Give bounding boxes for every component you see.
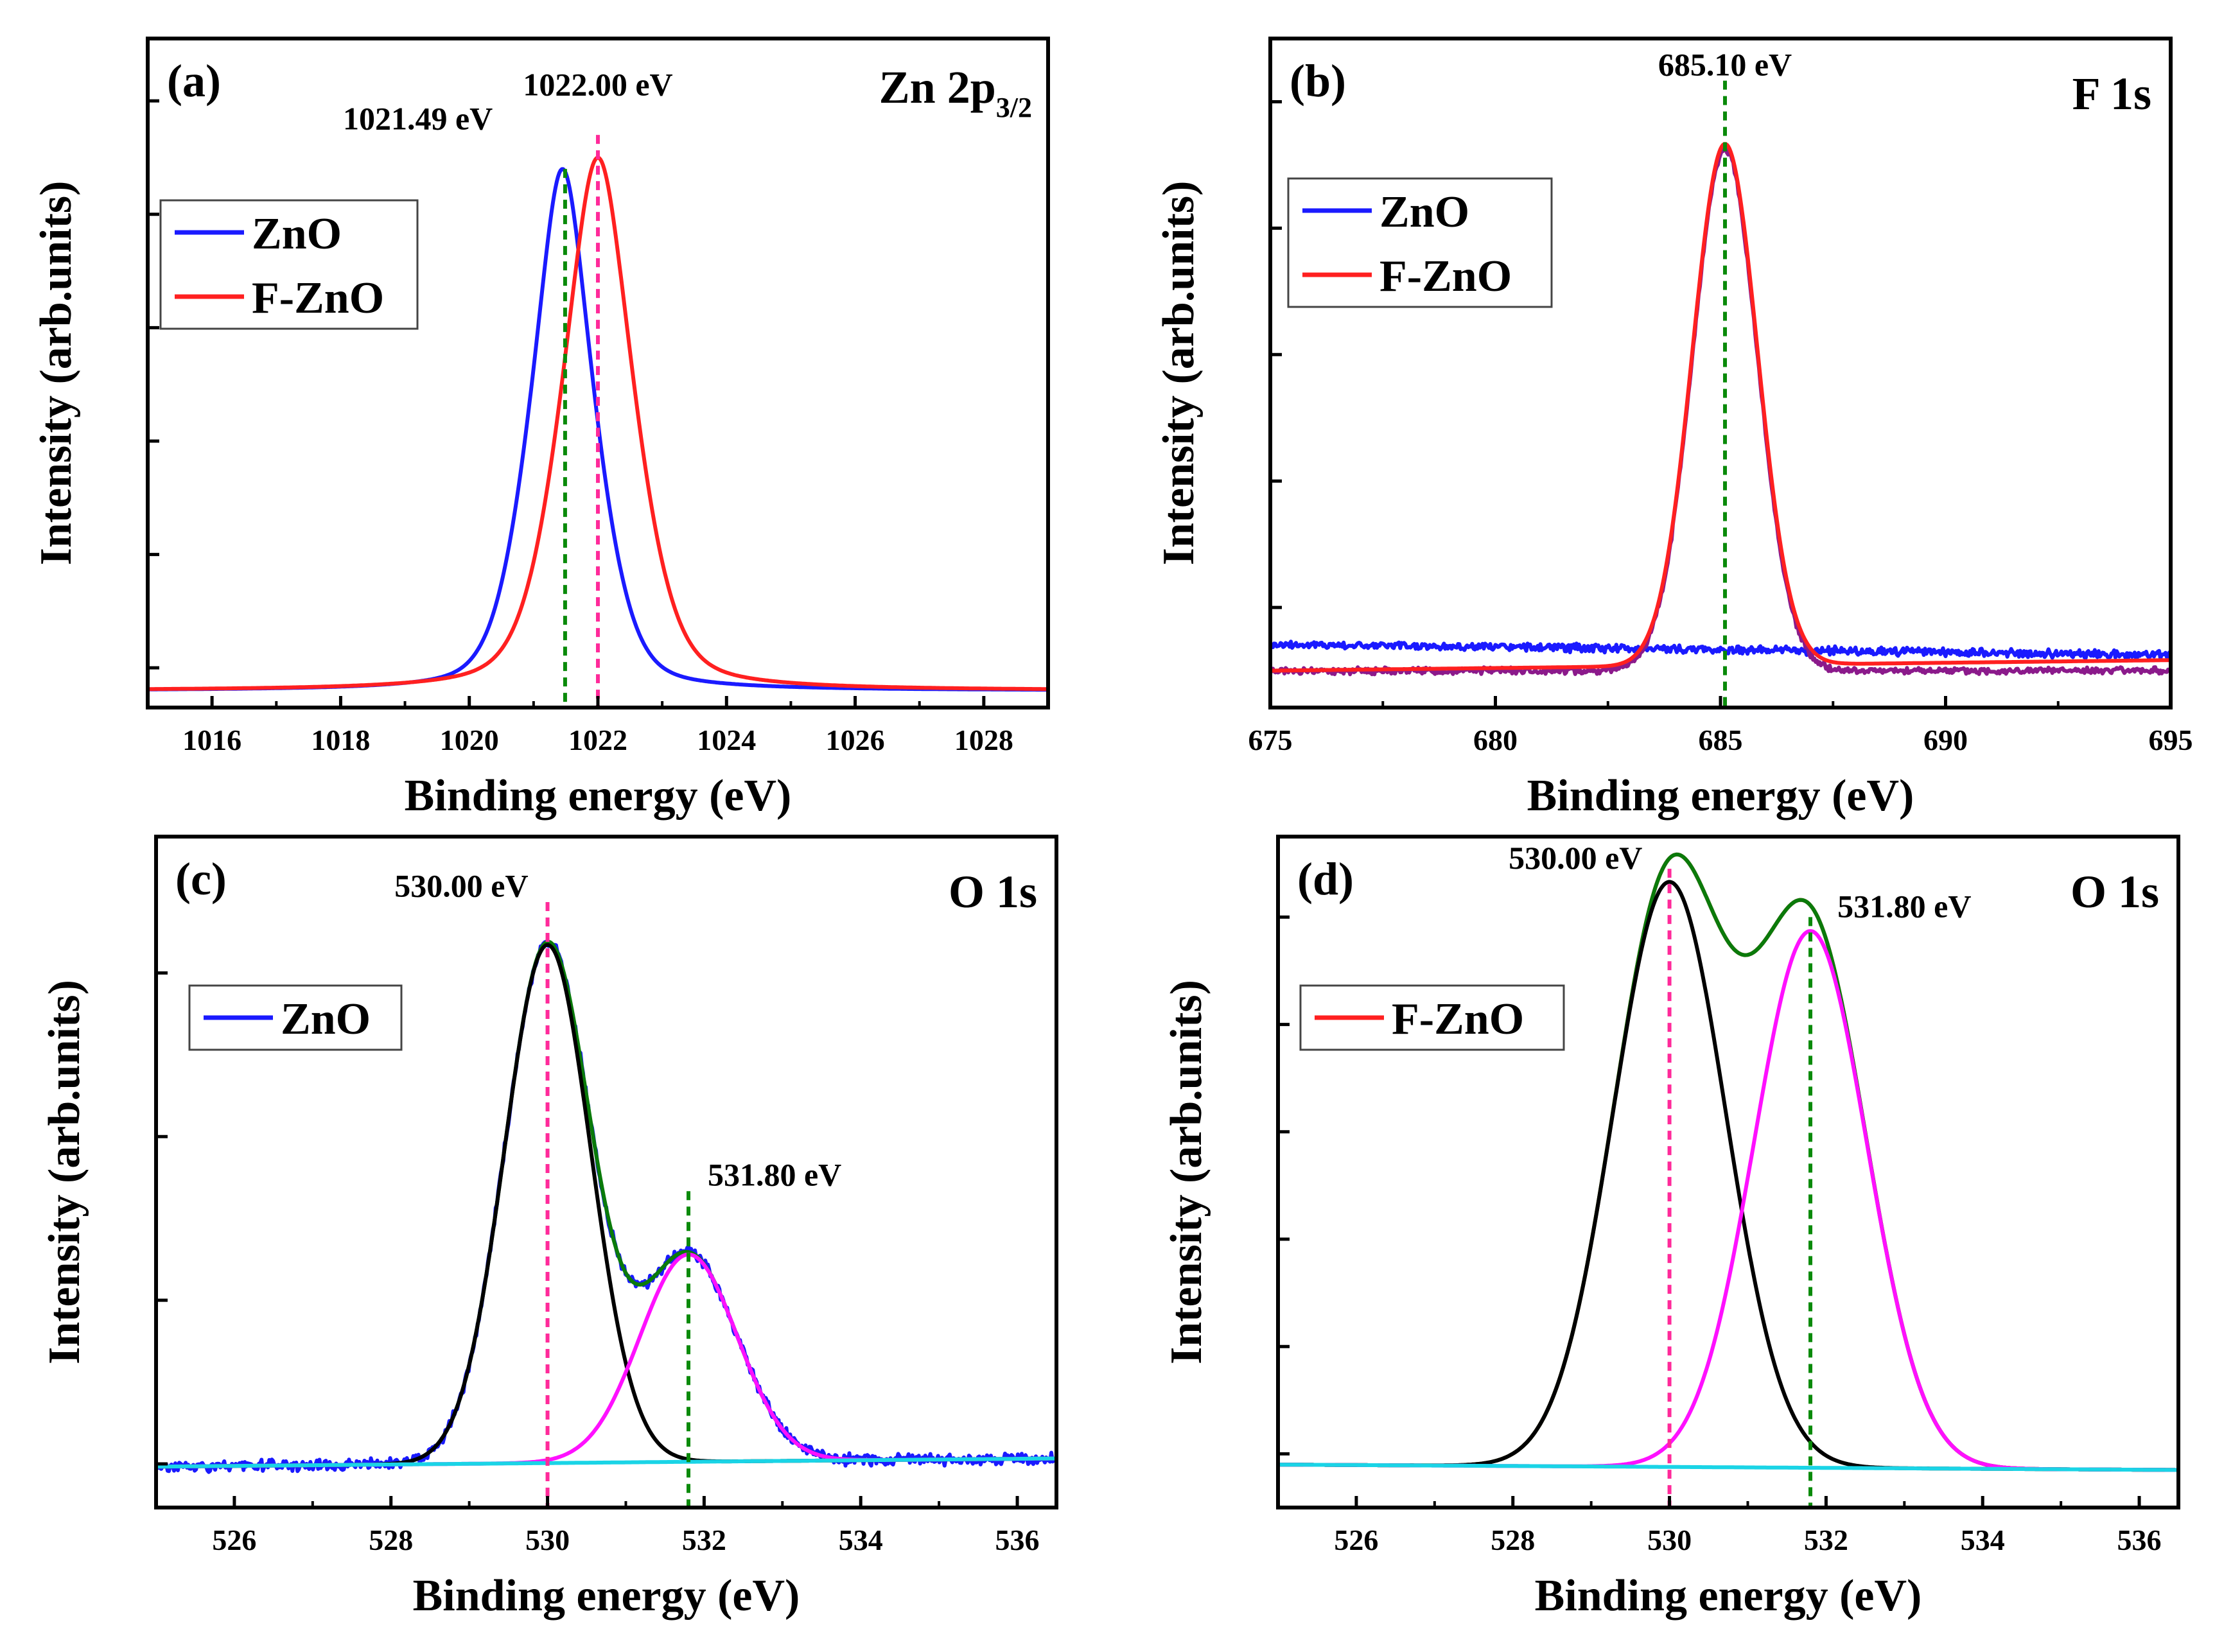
element-label-main: F 1s [2072, 68, 2151, 119]
legend: ZnO F-ZnO [1287, 177, 1553, 308]
series-zno [1268, 639, 2173, 661]
x-axis-title: Binding energy (eV) [405, 771, 792, 821]
x-tick-label: 695 [2149, 724, 2193, 756]
legend: F-ZnO [1299, 984, 1565, 1051]
x-axis: 675 680 685 690 695 [1248, 696, 2193, 756]
legend-box [159, 199, 419, 330]
x-tick-label: 532 [1804, 1524, 1848, 1556]
peak-annotation: 1021.49 eV [343, 100, 493, 136]
plot-frame [154, 835, 1058, 1509]
series-f-zno-raw [1277, 852, 2179, 1472]
y-axis [148, 99, 159, 670]
x-tick-label: 528 [1491, 1524, 1535, 1556]
panel-label: (d) [1297, 853, 1354, 905]
x-tick-label: 528 [369, 1524, 413, 1556]
element-label-main: Zn 2p [879, 62, 996, 113]
y-axis-title: Intensity (arb.units) [40, 980, 89, 1364]
legend: ZnO [188, 984, 403, 1051]
x-tick-label: 536 [995, 1524, 1040, 1556]
legend-box [1287, 177, 1553, 308]
series-envelope [1277, 852, 2179, 1472]
legend-box [1299, 984, 1565, 1051]
peak-annotation: 1022.00 eV [523, 66, 672, 102]
x-tick-label: 1020 [440, 724, 499, 756]
series-lattice-o [1277, 880, 2179, 1472]
legend-label: ZnO [281, 995, 371, 1044]
panel-c: 526 528 530 532 534 536 Binding energy (eV) Int… [40, 835, 1058, 1621]
x-axis-title: Binding energy (eV) [1527, 771, 1914, 821]
x-tick-label: 685 [1699, 724, 1743, 756]
element-label: Zn 2p3/2 [879, 62, 1032, 123]
series-oxygen-vacancy [155, 1252, 1057, 1469]
x-axis-title: Binding energy (eV) [413, 1571, 800, 1621]
legend-label: F-ZnO [1392, 995, 1524, 1044]
panel-label: (a) [167, 55, 221, 107]
panel-label: (c) [175, 853, 227, 905]
x-tick-label: 1018 [311, 724, 370, 756]
x-tick-label: 1022 [568, 724, 627, 756]
x-tick-label: 526 [1334, 1524, 1378, 1556]
x-tick-label: 690 [1923, 724, 1968, 756]
x-axis-title: Binding energy (eV) [1535, 1571, 1922, 1621]
legend-label: F-ZnO [1379, 252, 1512, 301]
x-axis: 526 528 530 532 534 536 [1277, 1496, 2162, 1556]
series-background [1277, 1463, 2179, 1472]
x-tick-label: 1016 [182, 724, 241, 756]
panel-d: 526 528 530 532 534 536 Binding energy (eV) Int… [1162, 835, 2180, 1621]
y-axis-title: Intensity (arb.units) [1162, 980, 1211, 1364]
x-tick-label: 534 [839, 1524, 883, 1556]
x-tick-label: 675 [1248, 724, 1293, 756]
x-tick-label: 526 [212, 1524, 256, 1556]
plot-frame [1268, 37, 2173, 709]
x-tick-label: 680 [1473, 724, 1518, 756]
series-background [155, 1456, 1057, 1469]
peak-annotation: 530.00 eV [1509, 840, 1642, 876]
x-tick-label: 530 [525, 1524, 570, 1556]
x-tick-label: 1024 [697, 724, 756, 756]
peak-annotation: 531.80 eV [708, 1157, 841, 1193]
x-tick-label: 1028 [954, 724, 1013, 756]
x-axis: 1016 1018 1020 1022 1024 1026 1028 [146, 696, 1049, 756]
panel-a: 1016 1018 1020 1022 1024 1026 1028 Binding ener… [31, 37, 1050, 821]
legend-label: F-ZnO [252, 274, 384, 323]
legend: ZnO F-ZnO [159, 199, 419, 330]
x-tick-label: 534 [1961, 1524, 2005, 1556]
legend-label: ZnO [1379, 187, 1469, 237]
x-tick-label: 536 [2117, 1524, 2162, 1556]
y-axis [156, 971, 168, 1466]
panel-b: 675 680 685 690 695 Binding energy (eV) Intens… [1154, 37, 2193, 821]
plot-frame [1276, 835, 2180, 1509]
element-label: O 1s [2071, 866, 2159, 917]
element-label: F 1s [2072, 68, 2151, 119]
y-axis-title: Intensity (arb.units) [1154, 181, 1204, 566]
peak-annotation: 685.10 eV [1658, 46, 1792, 82]
x-tick-label: 1026 [826, 724, 885, 756]
legend-label: ZnO [252, 209, 342, 259]
element-label-sub: 3/2 [996, 92, 1032, 123]
peak-annotation: 531.80 eV [1837, 888, 1971, 924]
peak-annotation: 530.00 eV [394, 867, 528, 903]
element-label-main: O 1s [949, 866, 1037, 917]
y-axis [1270, 100, 1282, 609]
x-tick-label: 532 [682, 1524, 726, 1556]
series-f-zno [1270, 142, 2171, 673]
panel-label: (b) [1290, 55, 1346, 107]
y-axis [1278, 915, 1290, 1456]
x-axis: 526 528 530 532 534 536 [155, 1496, 1040, 1556]
y-axis-title: Intensity (arb.units) [31, 181, 81, 566]
x-tick-label: 530 [1647, 1524, 1692, 1556]
element-label: O 1s [949, 866, 1037, 917]
element-label-main: O 1s [2071, 866, 2159, 917]
